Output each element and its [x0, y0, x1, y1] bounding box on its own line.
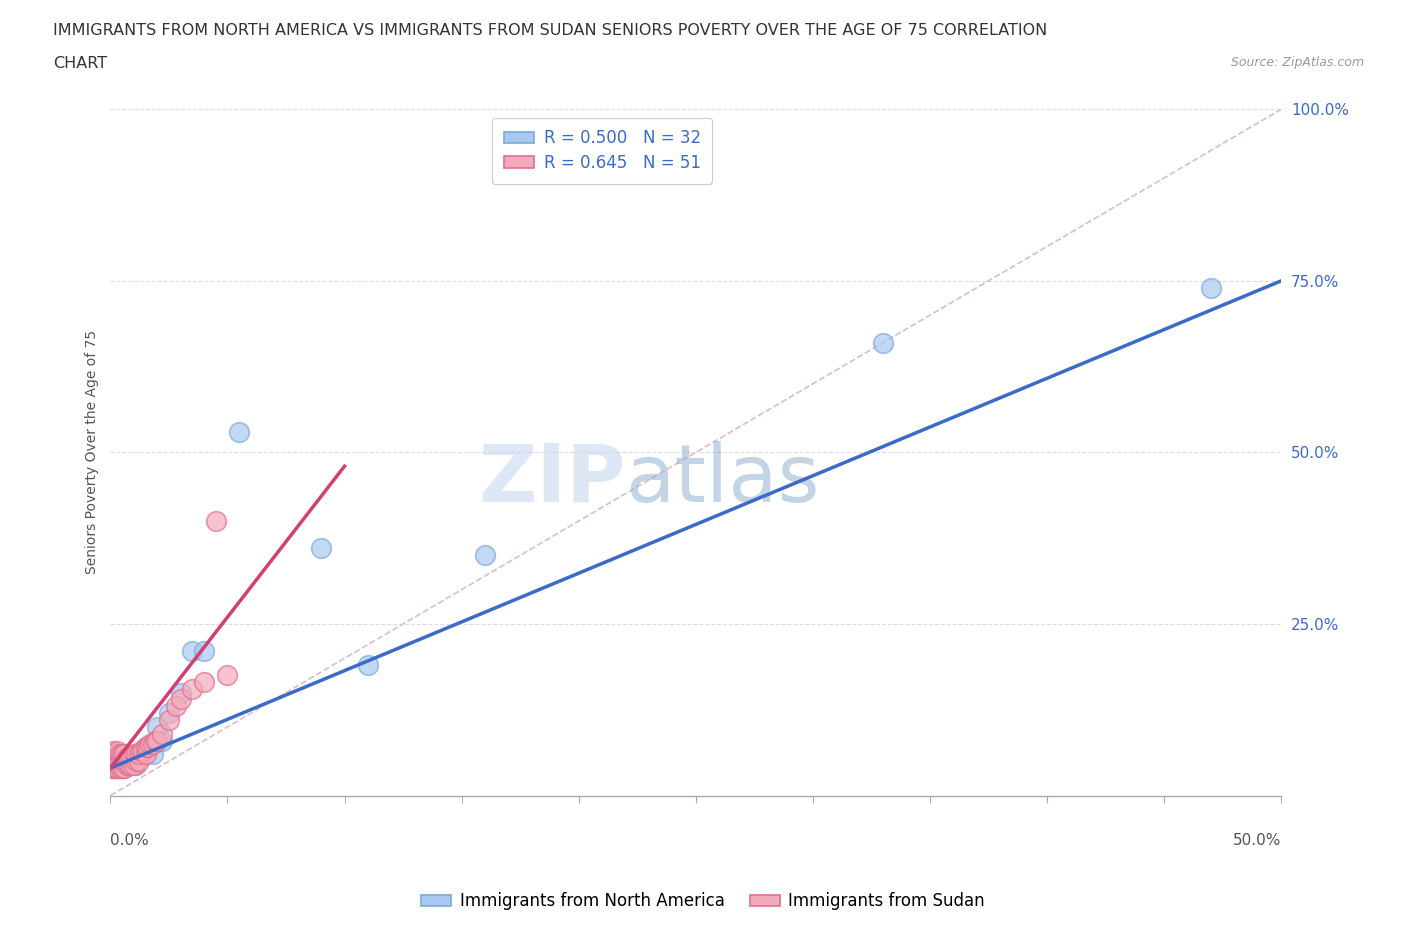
Point [135, 740, 157, 755]
Point [115, 757, 138, 772]
Point [111, 747, 134, 762]
Point [107, 754, 129, 769]
Point [135, 747, 157, 762]
Point [143, 733, 166, 748]
Point [104, 747, 127, 762]
Legend: Immigrants from North America, Immigrants from Sudan: Immigrants from North America, Immigrant… [415, 885, 991, 917]
Text: Source: ZipAtlas.com: Source: ZipAtlas.com [1230, 56, 1364, 69]
Point [193, 644, 215, 658]
Point [122, 757, 145, 772]
Point [1199, 280, 1222, 295]
Point [107, 761, 129, 776]
Point [150, 726, 173, 741]
Point [122, 754, 145, 769]
Point [101, 747, 124, 762]
Point [142, 737, 165, 751]
Point [107, 755, 129, 770]
Point [114, 754, 136, 769]
Point [228, 424, 250, 439]
Point [165, 698, 187, 713]
Point [357, 658, 380, 672]
Point [157, 706, 180, 721]
Point [125, 754, 148, 769]
Text: ZIP: ZIP [478, 441, 626, 519]
Point [104, 755, 127, 770]
Point [101, 751, 124, 765]
Point [107, 761, 129, 776]
Point [104, 761, 127, 776]
Point [104, 751, 127, 765]
Point [872, 335, 894, 350]
Point [135, 740, 157, 755]
Text: atlas: atlas [626, 441, 820, 519]
Point [121, 757, 143, 772]
Point [217, 668, 239, 683]
Point [193, 675, 215, 690]
Point [125, 757, 148, 772]
Point [114, 747, 136, 762]
Point [146, 733, 169, 748]
Point [132, 743, 155, 758]
Point [139, 737, 162, 751]
Text: IMMIGRANTS FROM NORTH AMERICA VS IMMIGRANTS FROM SUDAN SENIORS POVERTY OVER THE : IMMIGRANTS FROM NORTH AMERICA VS IMMIGRA… [53, 23, 1047, 38]
Point [101, 761, 124, 776]
Point [114, 754, 136, 769]
Point [121, 751, 143, 765]
Point [104, 757, 127, 772]
Y-axis label: Seniors Poverty Over the Age of 75: Seniors Poverty Over the Age of 75 [86, 330, 100, 575]
Point [169, 685, 191, 700]
Point [104, 754, 127, 769]
Point [128, 747, 150, 762]
Point [108, 754, 131, 769]
Point [101, 743, 124, 758]
Point [101, 754, 124, 769]
Point [169, 692, 191, 707]
Point [128, 754, 150, 769]
Point [181, 644, 204, 658]
Point [111, 761, 134, 776]
Point [111, 751, 134, 765]
Point [108, 761, 131, 776]
Point [107, 743, 129, 758]
Point [111, 754, 134, 769]
Point [121, 757, 143, 772]
Point [309, 541, 332, 556]
Point [136, 740, 159, 755]
Text: 50.0%: 50.0% [1233, 833, 1281, 848]
Point [128, 751, 150, 765]
Point [474, 548, 496, 563]
Point [107, 751, 129, 765]
Point [114, 761, 136, 776]
Point [115, 757, 138, 772]
Point [125, 747, 148, 762]
Point [122, 747, 145, 762]
Point [118, 751, 141, 765]
Point [142, 747, 165, 762]
Point [108, 761, 131, 776]
Point [118, 757, 141, 772]
Point [118, 754, 141, 769]
Point [146, 720, 169, 735]
Point [111, 761, 134, 776]
Point [150, 733, 173, 748]
Point [115, 751, 138, 765]
Point [108, 747, 131, 762]
Point [129, 743, 152, 758]
Point [101, 761, 124, 776]
Point [181, 682, 204, 697]
Point [108, 754, 131, 769]
Point [114, 761, 136, 776]
Point [129, 747, 152, 762]
Legend: R = 0.500   N = 32, R = 0.645   N = 51: R = 0.500 N = 32, R = 0.645 N = 51 [492, 118, 713, 184]
Text: CHART: CHART [53, 56, 107, 71]
Point [157, 712, 180, 727]
Point [204, 513, 226, 528]
Text: 0.0%: 0.0% [111, 833, 149, 848]
